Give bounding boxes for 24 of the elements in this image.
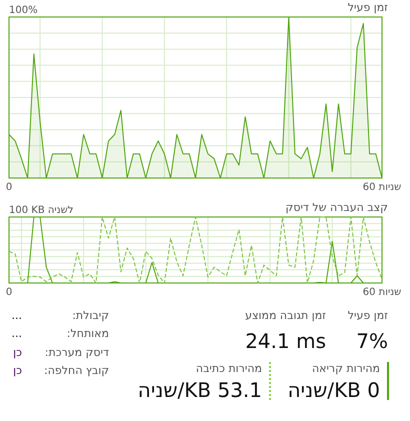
text: 53.1 KB/שניה: [138, 378, 262, 402]
chart-title: זמן פעיל: [348, 1, 388, 14]
x-tick-label: 0: [6, 287, 12, 298]
text: זמן פעיל: [348, 309, 388, 322]
text: קובץ החלפה:: [44, 364, 109, 377]
text: 100 KB לשניה: [9, 205, 74, 216]
text: דיסק מערכת:: [44, 346, 109, 359]
x-tick-label: 60 שניות: [362, 182, 402, 193]
text: ...: [12, 327, 22, 340]
text: ...: [12, 309, 22, 322]
text: 24.1 ms: [245, 329, 326, 353]
text: מהירות כתיבה: [196, 362, 262, 375]
text: 100%: [9, 5, 38, 16]
text: קיבולת:: [72, 309, 109, 322]
text: 7%: [356, 329, 388, 353]
text: כן: [13, 346, 22, 359]
text: מהירות קריאה: [312, 362, 380, 375]
chart-title: קצב העברה של דיסק: [286, 201, 388, 214]
text: כן: [13, 364, 22, 377]
text: זמן תגובה ממוצע: [245, 309, 326, 322]
x-tick-label: 0: [6, 182, 12, 193]
x-tick-label: 60 שניות: [362, 287, 402, 298]
text: מאותחל:: [66, 327, 109, 340]
text: 0 KB/שניה: [288, 378, 380, 402]
